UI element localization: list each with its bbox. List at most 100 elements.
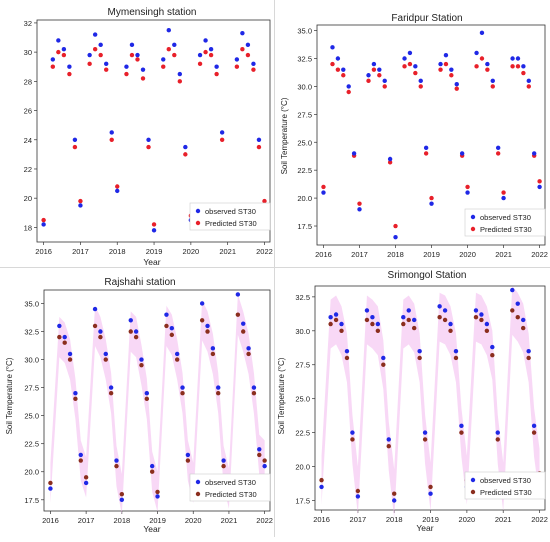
- data-point-predicted: [393, 223, 398, 229]
- x-tick-label: 2016: [35, 247, 52, 256]
- data-point-predicted: [355, 488, 361, 494]
- legend-label-observed: observed ST30: [205, 478, 256, 487]
- data-point-predicted: [166, 47, 171, 52]
- data-point-observed: [459, 151, 465, 156]
- data-point-predicted: [41, 217, 46, 223]
- x-tick-label: 2021: [221, 516, 238, 525]
- data-point-observed: [443, 52, 449, 58]
- data-point-predicted: [350, 437, 355, 442]
- x-tick-label: 2021: [219, 247, 236, 256]
- data-point-predicted: [98, 52, 103, 58]
- x-tick-label: 2022: [531, 250, 548, 259]
- data-point-predicted: [199, 318, 205, 323]
- chart-rajshahi: Rajshahi station Year Soil Temperature (…: [5, 277, 273, 534]
- data-point-predicted: [371, 67, 377, 72]
- data-point-observed: [185, 452, 191, 458]
- data-point-observed: [459, 423, 464, 429]
- data-point-observed: [413, 64, 418, 69]
- data-point-observed: [133, 329, 139, 334]
- data-point-observed: [119, 497, 125, 502]
- data-point-observed: [251, 385, 257, 390]
- data-point-predicted: [50, 64, 56, 69]
- data-point-observed: [393, 234, 398, 240]
- data-point-observed: [479, 30, 485, 36]
- data-point-predicted: [262, 458, 267, 463]
- data-point-observed: [377, 67, 382, 72]
- data-point-predicted: [423, 151, 429, 156]
- data-point-predicted: [78, 458, 83, 463]
- data-point-observed: [448, 321, 453, 327]
- data-point-predicted: [241, 329, 246, 334]
- data-point-observed: [203, 38, 208, 43]
- data-point-observed: [401, 315, 406, 320]
- data-point-predicted: [495, 437, 500, 442]
- data-point-observed: [72, 137, 78, 142]
- data-point-observed: [501, 195, 506, 201]
- data-point-predicted: [197, 61, 203, 67]
- x-tick-label: 2017: [350, 515, 367, 524]
- data-point-predicted: [442, 317, 448, 323]
- y-tick-label: 17.5: [24, 496, 39, 505]
- data-point-observed: [392, 498, 397, 503]
- data-point-predicted: [495, 151, 501, 156]
- legend: observed ST30 Predicted ST30: [464, 208, 546, 237]
- x-axis-label: Year: [416, 523, 433, 533]
- data-point-predicted: [341, 73, 346, 78]
- data-point-observed: [57, 323, 62, 329]
- data-point-predicted: [515, 64, 521, 69]
- data-point-observed: [438, 61, 443, 67]
- data-point-predicted: [140, 76, 146, 81]
- data-point-observed: [474, 50, 479, 56]
- data-point-observed: [234, 57, 240, 62]
- data-point-observed: [151, 228, 157, 233]
- data-point-observed: [355, 494, 361, 499]
- data-point-predicted: [413, 70, 418, 76]
- legend-marker-predicted: [195, 220, 201, 226]
- y-tick-label: 17.5: [295, 496, 310, 505]
- data-point-predicted: [219, 137, 225, 142]
- data-point-predicted: [256, 144, 262, 150]
- x-axis-label: Year: [143, 257, 160, 267]
- y-tick-label: 18: [24, 223, 32, 232]
- data-point-predicted: [257, 452, 262, 458]
- data-point-observed: [333, 312, 339, 317]
- data-point-observed: [381, 355, 386, 361]
- y-tick-label: 32.5: [297, 55, 312, 64]
- data-point-observed: [129, 42, 135, 48]
- data-point-observed: [98, 42, 103, 48]
- data-point-observed: [205, 323, 210, 329]
- data-point-observed: [371, 61, 377, 67]
- data-point-predicted: [235, 312, 241, 317]
- data-point-predicted: [73, 396, 78, 402]
- data-point-observed: [364, 308, 370, 313]
- data-point-observed: [526, 348, 531, 354]
- data-point-observed: [526, 78, 531, 84]
- data-point-predicted: [357, 201, 362, 206]
- x-tick-label: 2017: [72, 247, 89, 256]
- data-point-observed: [382, 78, 387, 84]
- data-point-predicted: [151, 222, 157, 227]
- data-point-predicted: [526, 84, 531, 89]
- x-tick-label: 2019: [422, 515, 439, 524]
- data-point-observed: [257, 447, 262, 452]
- data-point-predicted: [172, 52, 177, 58]
- data-point-predicted: [149, 469, 155, 474]
- data-point-observed: [429, 201, 434, 206]
- chart-srimongol: Srimongol Station Year Soil Temperature …: [277, 270, 548, 533]
- data-point-predicted: [418, 84, 423, 89]
- y-tick-label: 22.5: [295, 429, 310, 438]
- data-point-observed: [183, 144, 188, 150]
- data-point-predicted: [214, 71, 219, 77]
- data-point-observed: [485, 61, 490, 67]
- data-point-observed: [214, 64, 219, 69]
- data-point-observed: [339, 321, 344, 327]
- chart-panel-srimongol: Srimongol Station Year Soil Temperature …: [275, 268, 550, 537]
- legend-marker-predicted: [195, 491, 201, 497]
- data-point-predicted: [370, 321, 375, 327]
- data-point-predicted: [98, 334, 103, 340]
- data-point-predicted: [437, 315, 442, 320]
- data-point-predicted: [319, 477, 324, 483]
- data-point-observed: [490, 344, 495, 350]
- data-point-predicted: [72, 144, 78, 150]
- data-point-observed: [351, 151, 357, 156]
